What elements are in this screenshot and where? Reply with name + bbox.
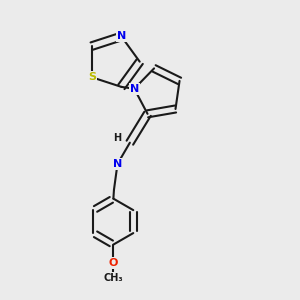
Text: CH₃: CH₃ xyxy=(103,273,123,283)
Text: O: O xyxy=(109,258,118,268)
Text: H: H xyxy=(113,133,122,143)
Text: S: S xyxy=(88,72,96,82)
Text: N: N xyxy=(113,159,122,169)
Text: N: N xyxy=(130,84,139,94)
Text: N: N xyxy=(117,32,126,41)
